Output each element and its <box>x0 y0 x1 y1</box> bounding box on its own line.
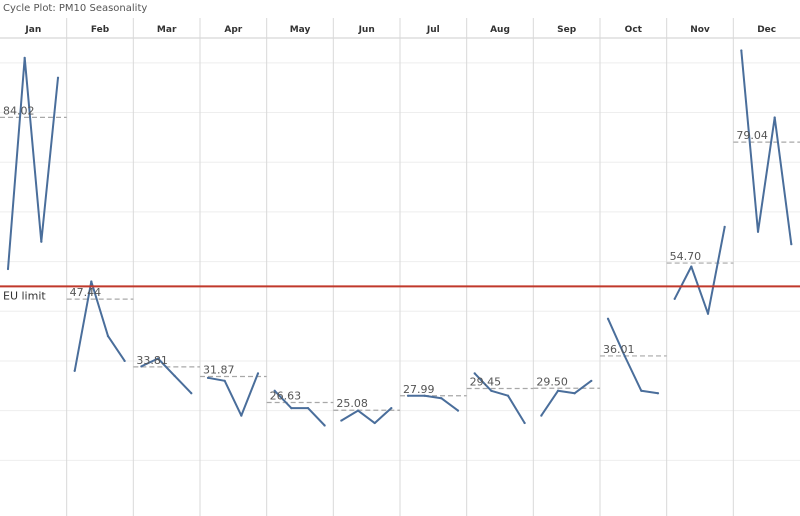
month-label-jul: Jul <box>426 25 440 35</box>
data-point <box>90 280 93 283</box>
data-point <box>773 116 776 119</box>
series-line-jan <box>7 56 59 270</box>
month-label-apr: Apr <box>224 25 242 35</box>
month-label-jun: Jun <box>358 25 375 35</box>
data-point <box>656 392 660 395</box>
average-label-oct: 36.01 <box>603 343 635 356</box>
data-point <box>73 369 76 372</box>
series-line-jul <box>408 394 459 412</box>
data-point <box>540 414 543 417</box>
data-point <box>706 312 710 315</box>
data-point <box>406 394 410 397</box>
series-line-apr <box>207 373 259 417</box>
data-point <box>506 394 510 397</box>
data-point <box>6 267 10 271</box>
data-point <box>690 265 693 268</box>
data-point <box>473 372 476 375</box>
series-line-oct <box>607 318 659 395</box>
average-label-dec: 79.04 <box>736 129 768 142</box>
month-label-dec: Dec <box>757 25 776 35</box>
chart-title: Cycle Plot: PM10 Seasonality <box>3 3 148 14</box>
month-label-sep: Sep <box>557 25 577 35</box>
average-labels: 84.02 47.44 33.81 31.87 26.63 25.08 27.99 29.45… <box>3 104 768 410</box>
average-label-sep: 29.50 <box>536 375 568 388</box>
eu-limit-label: EU limit <box>3 289 46 302</box>
data-point <box>523 421 526 425</box>
data-point <box>223 379 226 382</box>
month-headers: Jan Feb Mar Apr May Jun Jul Aug Sep Oct Nov Dec <box>24 25 776 35</box>
month-dividers <box>66 18 734 516</box>
data-point <box>456 409 460 412</box>
data-point <box>390 407 393 410</box>
data-point <box>156 357 160 360</box>
data-point <box>290 407 293 410</box>
month-label-oct: Oct <box>625 25 643 35</box>
monthly-series <box>6 49 793 427</box>
data-point <box>740 49 743 52</box>
average-label-may: 26.63 <box>270 390 302 403</box>
average-label-apr: 31.87 <box>203 363 235 376</box>
data-point <box>756 230 760 233</box>
month-label-feb: Feb <box>91 25 110 35</box>
month-label-mar: Mar <box>157 25 177 35</box>
average-label-jan: 84.02 <box>3 104 35 117</box>
data-point <box>490 389 493 392</box>
data-point <box>23 56 26 59</box>
data-point <box>373 421 376 425</box>
eu-limit-reference: EU limit <box>0 285 800 302</box>
data-point <box>123 359 126 363</box>
series-line-sep <box>540 379 592 417</box>
average-label-jun: 25.08 <box>336 397 368 410</box>
data-point <box>640 389 643 392</box>
series-line-mar <box>140 357 193 394</box>
data-point <box>790 243 793 246</box>
data-point <box>440 397 443 400</box>
data-point <box>140 365 143 368</box>
data-point <box>273 389 276 392</box>
data-point <box>340 419 343 422</box>
average-label-jul: 27.99 <box>403 383 435 396</box>
data-point <box>573 392 576 395</box>
series-line-aug <box>473 372 526 424</box>
series-line-feb <box>73 280 126 372</box>
data-point <box>56 76 60 79</box>
data-point <box>590 379 593 382</box>
series-line-may <box>273 390 326 427</box>
data-point <box>190 392 193 395</box>
series-line-dec <box>740 50 793 245</box>
data-point <box>673 297 676 300</box>
series-line-jun <box>340 407 392 425</box>
data-point <box>556 389 560 392</box>
data-point <box>106 335 110 338</box>
month-label-may: May <box>290 25 311 35</box>
data-point <box>240 414 243 417</box>
data-point <box>723 225 726 228</box>
data-point <box>173 374 176 377</box>
average-label-feb: 47.44 <box>70 286 102 299</box>
average-label-aug: 29.45 <box>470 376 502 389</box>
data-point <box>40 240 43 243</box>
series-line-nov <box>673 226 726 315</box>
data-point <box>356 409 360 412</box>
month-label-nov: Nov <box>690 25 710 35</box>
data-point <box>306 407 310 410</box>
month-label-aug: Aug <box>490 25 510 35</box>
data-point <box>423 394 426 397</box>
month-label-jan: Jan <box>24 25 41 35</box>
average-label-mar: 33.81 <box>136 354 168 367</box>
data-point <box>623 354 626 358</box>
data-point <box>606 317 610 320</box>
data-point <box>256 372 260 375</box>
data-point <box>206 376 210 379</box>
data-point <box>323 424 326 427</box>
average-label-nov: 54.70 <box>670 250 702 263</box>
